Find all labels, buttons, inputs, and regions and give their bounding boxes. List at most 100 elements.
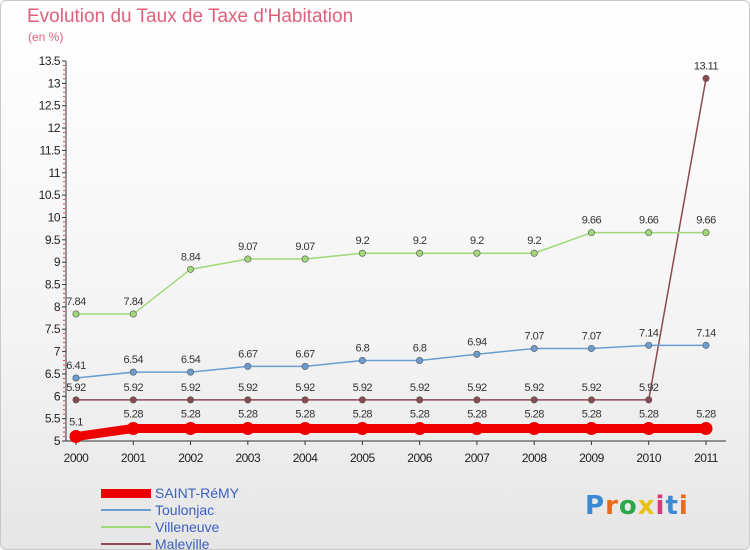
data-label: 5.92 [353, 382, 373, 394]
logo-letter: r [605, 491, 619, 521]
y-tick-label: 8.5 [45, 278, 61, 292]
data-label: 5.28 [696, 408, 716, 420]
x-tick-label: 2002 [178, 451, 204, 465]
data-point [645, 341, 653, 349]
y-tick-label: 12 [48, 121, 61, 135]
data-label: 5.1 [69, 417, 83, 429]
data-label: 6.54 [181, 354, 201, 366]
data-label: 5.28 [353, 408, 373, 420]
data-label: 7.14 [639, 327, 659, 339]
data-label: 5.92 [410, 382, 430, 394]
y-tick-label: 6.5 [45, 367, 61, 381]
series-line-villeneuve [75, 231, 707, 315]
data-label: 6.67 [238, 348, 258, 360]
data-point [241, 421, 255, 435]
data-point [416, 396, 424, 404]
series-line-toulonjac [75, 344, 707, 379]
data-point [587, 344, 595, 352]
data-label: 5.92 [66, 382, 86, 394]
data-label: 5.28 [410, 408, 430, 420]
data-point [72, 310, 80, 318]
legend-label: Villeneuve [155, 519, 220, 535]
data-point [355, 421, 369, 435]
data-point [416, 249, 424, 257]
y-tick-label: 7 [54, 345, 61, 359]
x-tick-label: 2011 [694, 451, 719, 465]
data-label: 9.07 [295, 241, 315, 253]
y-tick-label: 13 [48, 76, 61, 90]
y-tick-label: 6 [54, 389, 61, 403]
data-point [298, 421, 312, 435]
logo-letter: t [665, 491, 679, 521]
x-tick-label: 2009 [579, 451, 605, 465]
data-point [530, 249, 538, 257]
legend-item: Toulonjac [101, 502, 361, 519]
legend-item: Maleville [101, 536, 361, 549]
data-label: 9.66 [582, 215, 602, 227]
y-tick-label: 5 [54, 434, 61, 448]
data-label: 5.28 [295, 408, 315, 420]
data-label: 5.92 [524, 382, 544, 394]
logo-letter: x [637, 491, 656, 521]
data-point [473, 350, 481, 358]
data-label: 5.92 [467, 382, 487, 394]
data-label: 6.8 [355, 343, 369, 355]
data-label: 5.28 [467, 408, 487, 420]
data-label: 13.11 [694, 60, 719, 72]
data-label: 7.14 [696, 327, 716, 339]
legend-swatch [101, 488, 151, 498]
data-label: 5.28 [124, 408, 144, 420]
y-tick-label: 5.5 [45, 412, 61, 426]
data-label: 5.92 [295, 382, 315, 394]
y-tick-label: 8 [54, 300, 61, 314]
data-point [699, 421, 713, 435]
data-label: 7.84 [66, 296, 86, 308]
data-label: 5.28 [639, 408, 659, 420]
data-point [473, 249, 481, 257]
data-point [587, 396, 595, 404]
data-label: 7.07 [582, 330, 602, 342]
data-label: 7.07 [524, 330, 544, 342]
data-point [702, 74, 710, 82]
data-label: 5.92 [639, 382, 659, 394]
data-point [187, 396, 195, 404]
data-point [645, 396, 653, 404]
data-point [126, 421, 140, 435]
data-point [129, 396, 137, 404]
legend: SAINT-RéMY Toulonjac Villeneuve Maleville [101, 485, 361, 549]
y-tick-label: 7.5 [45, 322, 61, 336]
x-tick-label: 2001 [121, 451, 147, 465]
data-point [473, 396, 481, 404]
data-point [702, 229, 710, 237]
x-tick-label: 2000 [64, 451, 90, 465]
x-tick-label: 2004 [293, 451, 319, 465]
data-point [301, 362, 309, 370]
data-point [702, 341, 710, 349]
logo-letter: i [678, 491, 689, 521]
data-point [72, 374, 80, 382]
data-point [187, 265, 195, 273]
legend-label: Toulonjac [155, 502, 215, 518]
chart-subtitle: (en %) [28, 30, 64, 44]
series-line-maleville [75, 77, 707, 401]
data-label: 5.28 [582, 408, 602, 420]
y-tick-label: 13.5 [39, 54, 61, 68]
y-tick-label: 10 [48, 210, 61, 224]
data-label: 6.67 [295, 348, 315, 360]
data-point [416, 357, 424, 365]
data-label: 9.66 [639, 215, 659, 227]
data-point [129, 368, 137, 376]
y-tick-label: 9.5 [45, 233, 61, 247]
data-point [184, 421, 198, 435]
data-label: 9.2 [355, 235, 369, 247]
data-label: 9.07 [238, 241, 258, 253]
data-label: 9.66 [696, 215, 716, 227]
data-point [244, 396, 252, 404]
y-tick-label: 11.5 [40, 143, 61, 157]
data-label: 5.92 [238, 382, 258, 394]
data-point [244, 362, 252, 370]
data-point [530, 396, 538, 404]
legend-label: SAINT-RéMY [155, 485, 240, 501]
data-point [358, 396, 366, 404]
data-label: 9.2 [527, 235, 541, 247]
